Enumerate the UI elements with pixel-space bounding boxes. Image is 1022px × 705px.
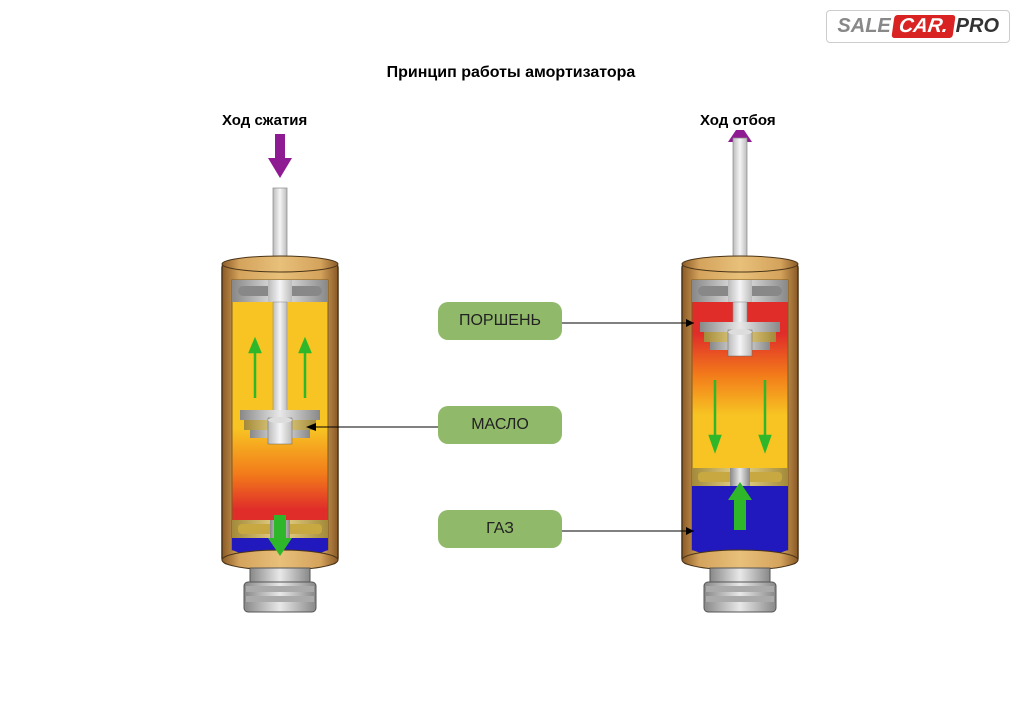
connector-lines (0, 0, 1022, 705)
